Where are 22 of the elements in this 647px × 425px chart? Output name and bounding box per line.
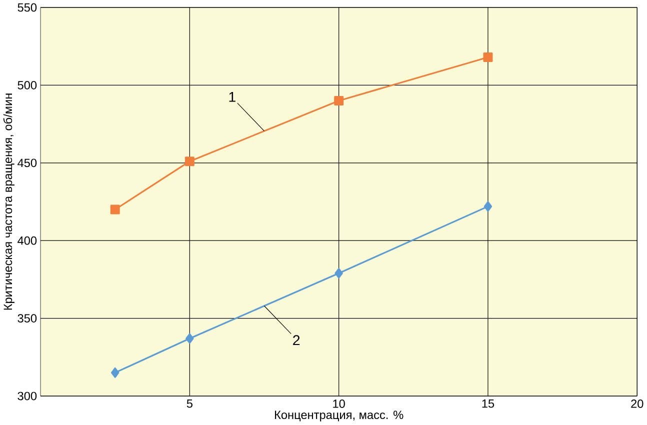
y-tick-label: 500 xyxy=(18,81,37,90)
x-tick-label: 15 xyxy=(482,400,494,408)
point xyxy=(334,268,343,279)
point xyxy=(483,52,493,62)
y-axis-title: Критическая частота вращения, об/мин xyxy=(3,94,14,310)
text: 1 xyxy=(229,92,236,102)
x-tick-label: 20 xyxy=(631,400,644,408)
point xyxy=(110,204,120,214)
point xyxy=(334,96,344,106)
y-tick-label: 300 xyxy=(18,392,37,400)
point xyxy=(484,201,492,212)
point xyxy=(110,368,120,378)
text: 2 xyxy=(293,335,300,346)
point xyxy=(184,156,194,166)
x-tick-label: 10 xyxy=(333,400,345,408)
x-axis-title: Концентрация, масс. % xyxy=(275,410,404,422)
y-tick-label: 400 xyxy=(18,236,37,245)
y-tick-label: 550 xyxy=(18,3,37,12)
y-tick-label: 450 xyxy=(18,158,37,168)
point xyxy=(186,333,194,344)
y-tick-label: 350 xyxy=(18,314,37,323)
x-tick-label: 5 xyxy=(186,400,192,408)
